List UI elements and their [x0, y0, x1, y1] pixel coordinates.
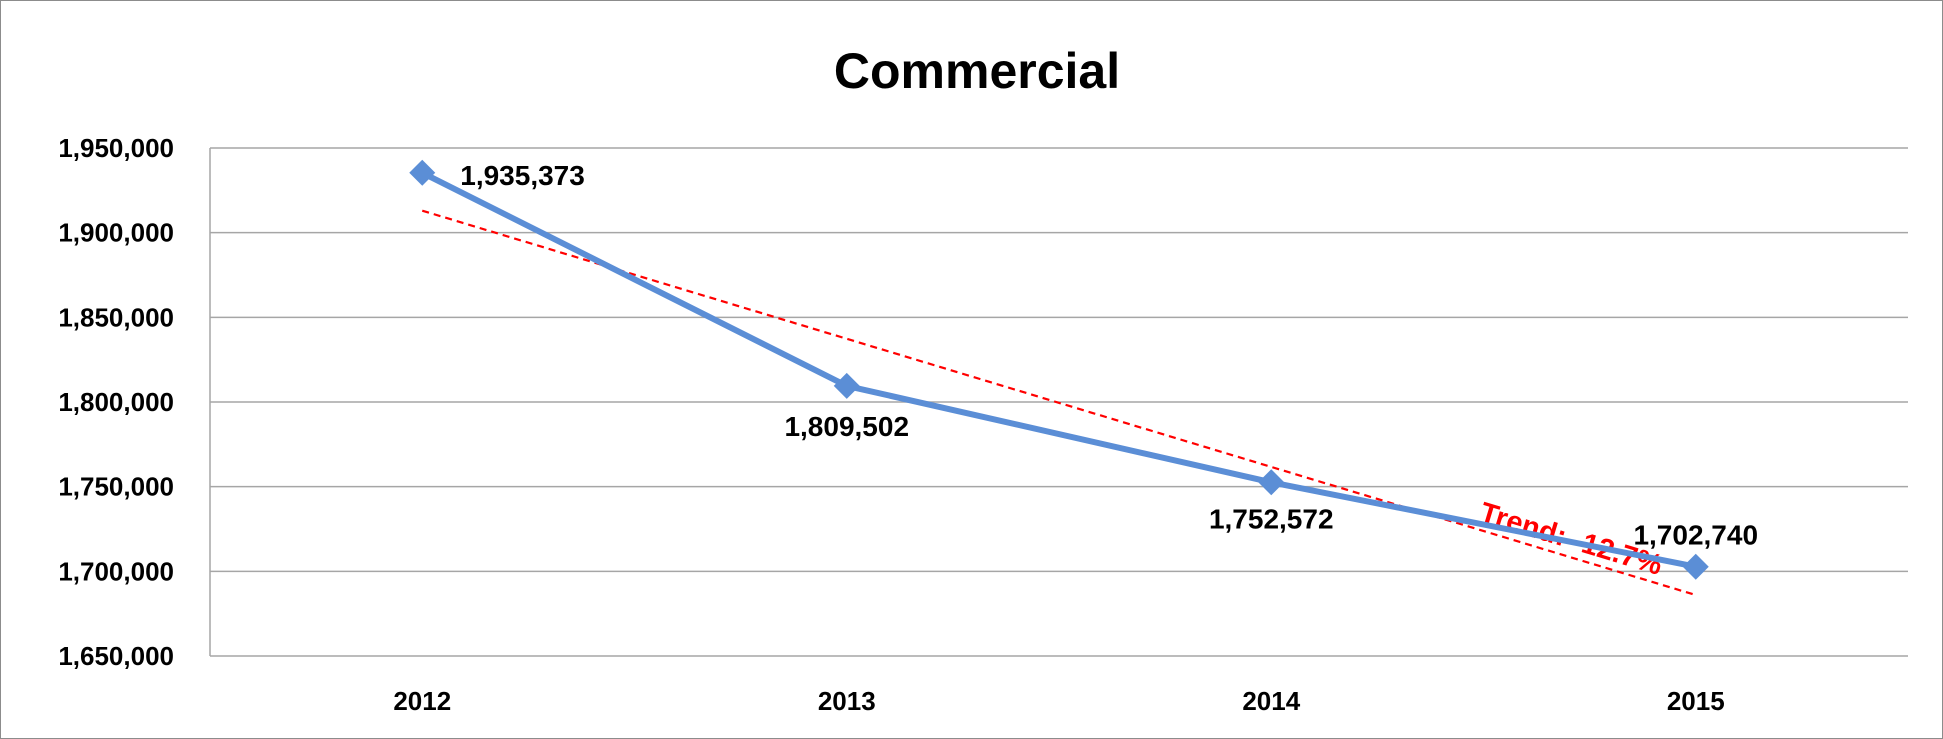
data-label: 1,935,373	[460, 160, 585, 191]
data-labels: 1,935,373 1,809,502 1,752,572 1,702,740	[460, 160, 1758, 551]
y-tick-label: 1,700,000	[58, 556, 174, 586]
data-point-marker	[833, 372, 860, 399]
x-axis-ticks: 2012 2013 2014 2015	[393, 686, 1724, 716]
y-tick-label: 1,950,000	[58, 133, 174, 163]
data-label: 1,809,502	[784, 411, 909, 442]
x-tick-label: 2015	[1667, 686, 1725, 716]
data-point-marker	[1682, 553, 1709, 580]
y-axis-ticks: 1,650,000 1,700,000 1,750,000 1,800,000 1,85…	[58, 133, 174, 671]
y-tick-label: 1,800,000	[58, 387, 174, 417]
data-label: 1,752,572	[1209, 503, 1334, 534]
x-tick-label: 2013	[818, 686, 876, 716]
y-tick-label: 1,900,000	[58, 218, 174, 248]
series-group	[409, 159, 1709, 580]
x-tick-label: 2012	[393, 686, 451, 716]
chart-title: Commercial	[834, 43, 1120, 99]
data-point-marker	[409, 159, 436, 186]
series-line	[420, 170, 1697, 570]
data-label: 1,702,740	[1633, 520, 1758, 551]
grid-lines	[209, 147, 1908, 657]
y-tick-label: 1,650,000	[58, 641, 174, 671]
data-point-marker	[1258, 469, 1285, 496]
y-tick-label: 1,750,000	[58, 472, 174, 502]
y-tick-label: 1,850,000	[58, 302, 174, 332]
trendline	[421, 209, 1697, 597]
x-tick-label: 2014	[1242, 686, 1300, 716]
